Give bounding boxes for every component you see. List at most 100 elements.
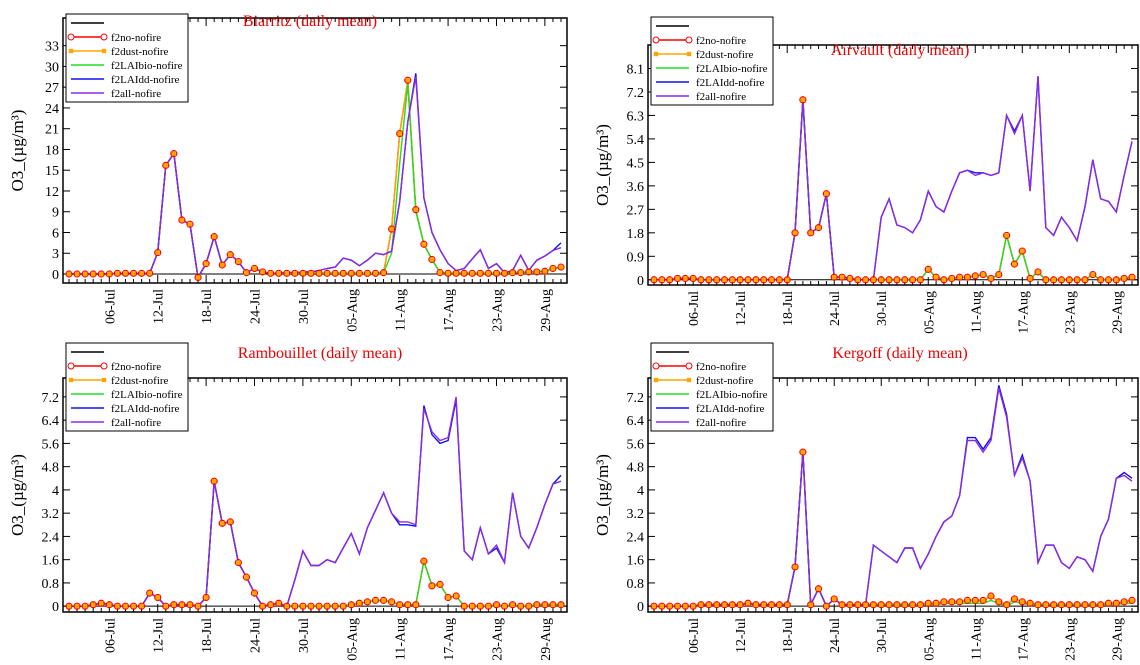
y-tick-label: 4.8 — [42, 461, 60, 476]
data-point — [791, 563, 799, 571]
data-point — [1121, 599, 1127, 605]
data-point — [478, 603, 483, 609]
data-point — [500, 269, 509, 277]
x-tick-label: 29-Aug — [539, 618, 554, 661]
data-point — [260, 269, 265, 275]
data-point — [941, 277, 947, 282]
data-point — [397, 602, 402, 607]
series-line — [654, 76, 1133, 281]
data-point — [1120, 274, 1128, 283]
data-point — [1128, 273, 1136, 281]
data-point — [877, 601, 885, 609]
data-point — [1128, 596, 1136, 604]
legend-label: f2LAIdd-nofire — [111, 403, 180, 415]
data-point — [331, 269, 339, 277]
data-point — [973, 273, 978, 279]
y-tick-label: 18 — [45, 143, 59, 158]
plot-frame — [62, 17, 568, 284]
data-point — [250, 589, 259, 597]
data-point — [1035, 269, 1041, 275]
y-tick-label: 15 — [45, 164, 59, 179]
x-tick-label: 24-Jul — [828, 618, 843, 653]
data-point — [728, 276, 736, 284]
data-point — [744, 599, 752, 607]
data-point — [1026, 599, 1034, 607]
data-point — [1004, 602, 1009, 607]
data-point — [689, 602, 697, 610]
data-point — [1018, 598, 1026, 606]
data-point — [1097, 601, 1105, 609]
x-tick-label: 05-Aug — [345, 618, 360, 661]
data-point — [949, 599, 954, 605]
data-point — [995, 270, 1003, 279]
x-tick-label: 29-Aug — [1110, 291, 1125, 334]
legend-label: f2LAIdd-nofire — [111, 74, 180, 86]
data-point — [341, 603, 346, 609]
data-point — [666, 276, 674, 284]
data-point — [316, 603, 322, 609]
data-point — [146, 589, 154, 597]
series-line — [654, 99, 1133, 281]
data-point — [932, 599, 940, 607]
data-point — [1114, 277, 1119, 282]
data-point — [307, 602, 315, 610]
x-tick-label: 29-Aug — [539, 289, 554, 332]
data-point — [659, 603, 665, 609]
y-tick-label: 5.6 — [42, 437, 60, 452]
x-tick-label: 06-Jul — [687, 291, 702, 326]
data-point — [933, 274, 939, 280]
y-tick-label: 4.8 — [627, 461, 645, 476]
x-tick-label: 24-Jul — [249, 289, 264, 324]
data-point — [814, 224, 823, 232]
data-point — [525, 268, 533, 276]
data-point — [1026, 274, 1034, 283]
legend-marker — [652, 362, 660, 370]
x-tick-label: 30-Jul — [297, 618, 312, 653]
data-point — [760, 276, 768, 284]
data-point — [1129, 598, 1135, 603]
data-point — [807, 229, 815, 237]
data-point — [534, 602, 540, 607]
data-point — [89, 601, 97, 609]
y-tick-label: 12 — [45, 185, 59, 200]
data-point — [371, 269, 380, 277]
data-point — [476, 269, 484, 277]
data-point — [218, 519, 226, 527]
x-tick-label: 11-Aug — [394, 618, 409, 660]
data-point — [941, 599, 947, 605]
data-point — [170, 601, 178, 609]
panel: 0 0.8 1.6 2.4 3.2 4 4.8 5.6 6.4 7.2 06-Jul 12-Jul 18… — [593, 342, 1139, 661]
data-point — [428, 255, 436, 264]
legend-box — [650, 342, 774, 432]
data-point — [194, 273, 202, 282]
data-point — [260, 603, 265, 609]
data-point — [683, 603, 688, 609]
data-point — [1090, 602, 1096, 607]
data-point — [871, 277, 876, 282]
data-point — [315, 269, 323, 277]
data-point — [468, 269, 476, 277]
data-point — [74, 603, 80, 609]
series-line — [69, 481, 561, 607]
data-point — [808, 230, 813, 236]
data-point — [1067, 277, 1072, 282]
data-point — [268, 602, 273, 607]
data-point — [916, 276, 925, 284]
y-tick-label: 3.6 — [627, 180, 645, 195]
x-tick-label: 23-Aug — [490, 618, 505, 661]
data-point — [137, 602, 146, 610]
data-point — [355, 599, 363, 607]
data-point — [234, 257, 242, 266]
legend-marker — [68, 377, 74, 383]
data-point — [517, 602, 525, 610]
data-point — [413, 207, 419, 212]
data-point — [510, 602, 515, 607]
data-point — [673, 274, 682, 283]
y-tick-label: 6 — [52, 226, 59, 241]
y-axis-label: O3_(µg/m³) — [8, 110, 27, 192]
y-axis-label: O3_(µg/m³) — [593, 454, 612, 536]
data-point — [437, 582, 443, 587]
data-point — [283, 269, 291, 277]
data-point — [347, 269, 355, 277]
data-point — [388, 225, 396, 233]
